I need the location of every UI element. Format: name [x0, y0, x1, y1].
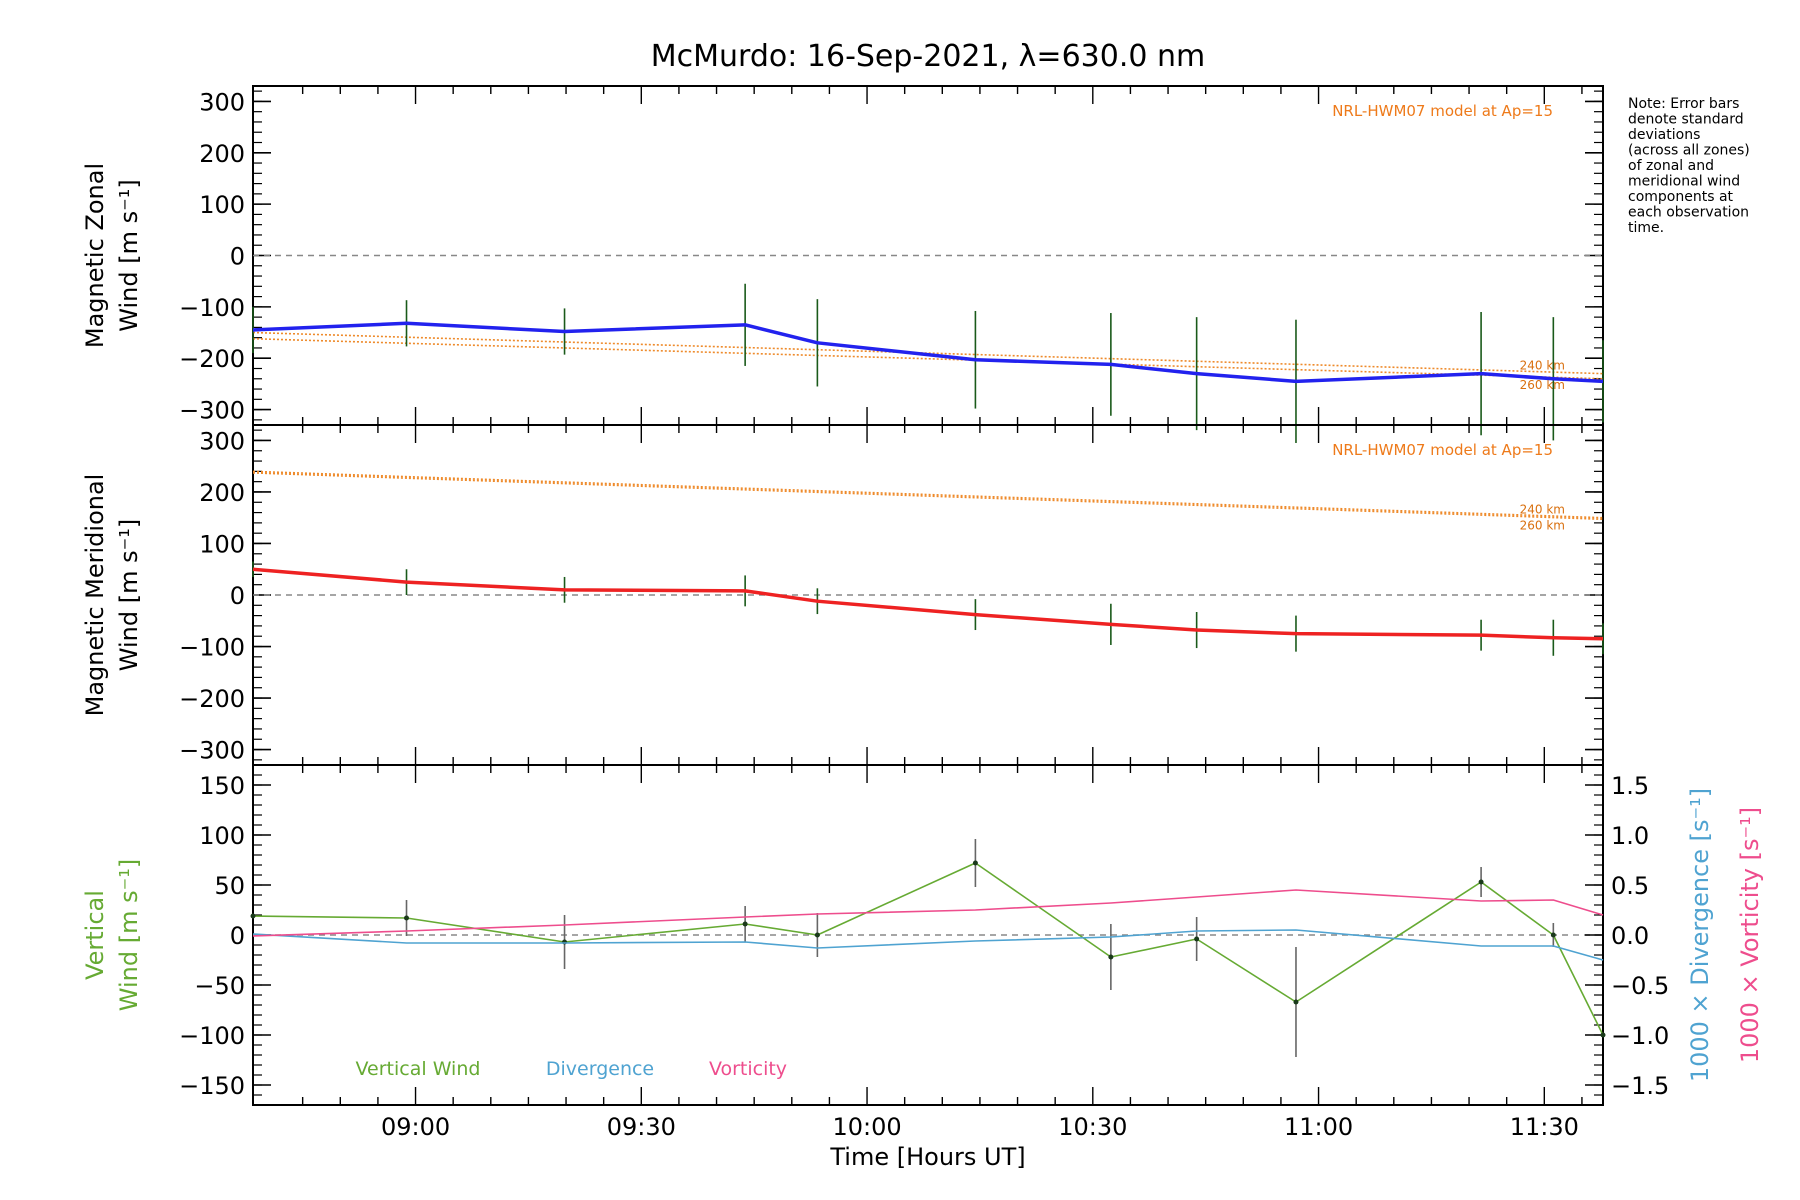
y-right-tick-label: −1.5	[1611, 1072, 1669, 1100]
y-tick-label: −300	[179, 397, 245, 425]
y-tick-label: 0	[230, 243, 245, 271]
data-point	[404, 915, 410, 921]
data-point	[1550, 932, 1556, 938]
y-tick-label: −200	[179, 685, 245, 713]
y-tick-label: −100	[179, 634, 245, 662]
x-tick-label: 10:00	[832, 1113, 901, 1141]
data-point	[1478, 879, 1484, 885]
y-tick-label: 0	[230, 582, 245, 610]
legend-item: Vorticity	[709, 1058, 787, 1080]
note-line: time.	[1628, 220, 1664, 236]
model-line	[252, 337, 1604, 380]
y-tick-label: 200	[199, 140, 245, 168]
note-line: Note: Error bars	[1628, 96, 1739, 112]
y-axis-label: Vertical Wind [m s⁻¹]	[81, 859, 143, 1011]
y-tick-label: 200	[199, 479, 245, 507]
x-tick-label: 09:30	[607, 1113, 676, 1141]
y-tick-label: 100	[199, 822, 245, 850]
legend-item: Divergence	[546, 1058, 654, 1080]
data-point	[1108, 954, 1114, 960]
y-right-tick-label: 0.5	[1611, 872, 1649, 900]
note-line: of zonal and	[1628, 158, 1714, 174]
panel-vertical: 150 100 50 0 −50 −100 −150 Vertical Wind [m s⁻¹]…	[81, 764, 1764, 1106]
series-vertical-wind	[250, 839, 1606, 1057]
y-tick-label: −100	[179, 294, 245, 322]
x-axis-tick-labels: 09:00 09:30 10:00 10:30 11:00 11:30	[381, 1113, 1579, 1141]
y-axis-label-line: Wind [m s⁻¹]	[115, 179, 143, 331]
y-axis-label-line: Wind [m s⁻¹]	[115, 859, 143, 1011]
note-line: meridional wind	[1628, 174, 1740, 190]
y-tick-label: 150	[199, 772, 245, 800]
note-line: (across all zones)	[1628, 143, 1750, 159]
y-right-tick-label: 1.0	[1611, 822, 1649, 850]
x-tick-label: 11:30	[1510, 1113, 1579, 1141]
panel-zonal: 300 200 100 0 −100 −200 −300 Magnetic Zonal Wind…	[81, 85, 1604, 443]
x-axis-label: Time [Hours UT]	[829, 1143, 1025, 1171]
y-tick-label: −200	[179, 345, 245, 373]
series-line	[252, 321, 1604, 384]
y-tick-label: −100	[179, 1022, 245, 1050]
y-right-tick-label: −1.0	[1611, 1022, 1669, 1050]
y-axis-label-line: Vertical	[81, 890, 109, 980]
data-point	[1293, 999, 1299, 1005]
y-tick-label: 100	[199, 530, 245, 558]
y-axis-label-line: Wind [m s⁻¹]	[115, 519, 143, 671]
series-magnetic-meridional-wind	[252, 561, 1604, 656]
x-tick-label: 10:30	[1058, 1113, 1127, 1141]
y-axis-label: Magnetic Zonal Wind [m s⁻¹]	[81, 163, 143, 348]
y-right-label-divergence: 1000 × Divergence [s⁻¹]	[1686, 788, 1714, 1082]
chart-title: McMurdo: 16-Sep-2021, λ=630.0 nm	[651, 39, 1205, 74]
data-point	[814, 932, 820, 938]
model-line	[252, 470, 1604, 519]
legend-item: Vertical Wind	[356, 1058, 481, 1080]
note-line: deviations	[1628, 127, 1700, 143]
data-point	[1194, 936, 1200, 942]
data-point	[742, 921, 748, 927]
model-line-label: 240 km	[1520, 503, 1565, 517]
note-line: components at	[1628, 189, 1734, 205]
y-tick-label: −300	[179, 737, 245, 765]
data-point	[250, 913, 256, 919]
series-line	[252, 567, 1604, 641]
y-right-tick-label: −0.5	[1611, 972, 1669, 1000]
model-line	[252, 472, 1604, 521]
y-tick-label: 300	[199, 88, 245, 116]
model-line-label: 240 km	[1520, 359, 1565, 373]
y-axis-label-line: Magnetic Zonal	[81, 163, 109, 348]
series-line	[252, 862, 1604, 1036]
x-tick-label: 09:00	[381, 1113, 450, 1141]
y-axis-label: Magnetic Meridional Wind [m s⁻¹]	[81, 474, 143, 717]
y-tick-label: 50	[214, 872, 245, 900]
series-vorticity	[252, 889, 1604, 937]
model-label: NRL-HWM07 model at Ap=15	[1332, 102, 1553, 120]
y-axis-label-line: Magnetic Meridional	[81, 474, 109, 717]
x-tick-label: 11:00	[1284, 1113, 1353, 1141]
series-line	[252, 929, 1604, 961]
y-right-label-vorticity: 1000 × Vorticity [s⁻¹]	[1736, 807, 1764, 1063]
y-tick-label: 100	[199, 191, 245, 219]
y-right-tick-label: 1.5	[1611, 772, 1649, 800]
note-line: each observation	[1628, 205, 1749, 221]
panel-meridional: 300 200 100 0 −100 −200 −300 Magnetic Meridiona…	[81, 424, 1604, 766]
model-label: NRL-HWM07 model at Ap=15	[1332, 441, 1553, 459]
note-line: denote standard	[1628, 112, 1744, 128]
y-tick-label: −50	[194, 972, 245, 1000]
model-line-label: 260 km	[1520, 518, 1565, 532]
y-tick-label: 300	[199, 427, 245, 455]
y-tick-label: 0	[230, 922, 245, 950]
data-point	[972, 860, 978, 866]
data-point	[1600, 1032, 1606, 1038]
y-right-tick-label: 0.0	[1611, 922, 1649, 950]
series-divergence	[252, 929, 1604, 961]
series-magnetic-zonal-wind	[252, 283, 1604, 443]
series-line	[252, 889, 1604, 937]
model-line	[252, 331, 1604, 375]
y-tick-label: −150	[179, 1072, 245, 1100]
